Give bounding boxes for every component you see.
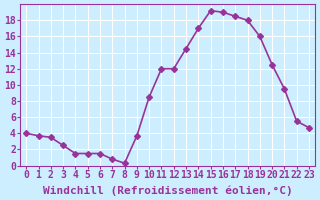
X-axis label: Windchill (Refroidissement éolien,°C): Windchill (Refroidissement éolien,°C) (43, 185, 292, 196)
